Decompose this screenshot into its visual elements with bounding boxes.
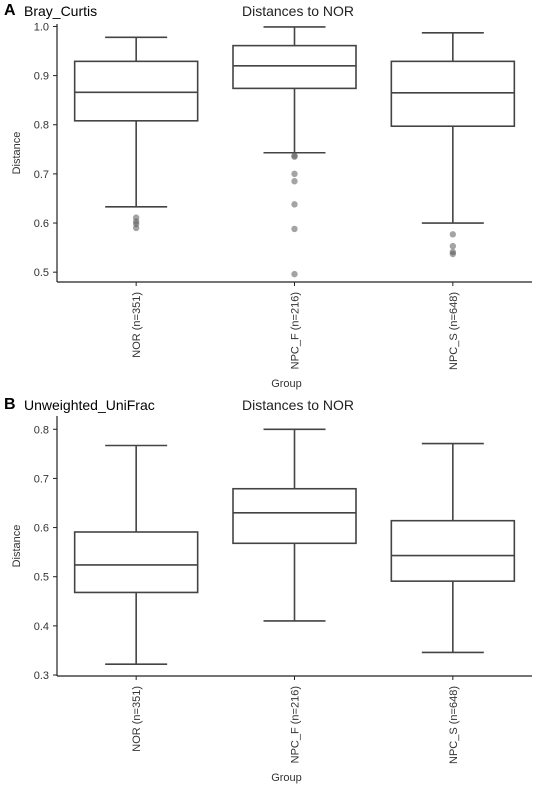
x-axis-label: Group: [271, 378, 302, 390]
outlier-point: [449, 231, 457, 238]
x-tick-label: NPC_S (n=648): [448, 686, 460, 764]
box-iqr: [73, 531, 199, 594]
outlier-point: [291, 178, 298, 185]
x-tick-label: NPC_F (n=216): [290, 686, 302, 763]
outlier-point: [291, 170, 298, 178]
box-iqr: [232, 44, 357, 90]
y-axis-label: Distance: [11, 132, 23, 175]
box-iqr: [232, 487, 357, 545]
panel-a: A Bray_Curtis Distances to NOR 0.5 0.6 0.7…: [4, 2, 532, 390]
y-tick-label: 0.4: [34, 621, 49, 633]
outlier-point: [291, 270, 298, 278]
y-axis-label: Distance: [11, 525, 23, 568]
outlier-point: [291, 225, 298, 233]
boxplot-chart: 0.5 0.6 0.7 0.8 0.9 1.0 Distance NOR (n=351) NPC…: [11, 21, 532, 390]
panel-b: B Unweighted_UniFrac Distances to NOR 0.…: [0, 394, 536, 787]
metric-name: Bray_Curtis: [24, 3, 98, 19]
y-tick-label: 0.3: [34, 670, 49, 682]
y-tick-label: 0.6: [34, 218, 49, 230]
x-tick-label: NPC_S (n=648): [448, 292, 460, 370]
chart-title: Distances to NOR: [241, 397, 355, 413]
x-tick-label: NOR (n=351): [131, 686, 143, 752]
outlier-point: [132, 224, 140, 232]
y-tick-label: 1.0: [34, 21, 49, 33]
panel-letter: A: [4, 2, 16, 19]
outlier-point: [449, 242, 457, 250]
outlier-point: [291, 153, 298, 160]
boxplot-chart: 0.3 0.4 0.5 0.6 0.7 0.8 Distance NOR (n=351) NPC…: [11, 416, 532, 784]
box-iqr: [390, 60, 516, 128]
x-tick-label: NPC_F (n=216): [290, 292, 302, 369]
y-tick-label: 0.6: [34, 523, 49, 535]
y-tick-label: 0.5: [34, 267, 49, 279]
panel-letter: B: [4, 396, 16, 413]
y-tick-label: 0.8: [34, 120, 49, 132]
box-iqr: [73, 60, 199, 122]
box-iqr: [390, 519, 516, 582]
y-tick-label: 0.5: [34, 572, 49, 584]
outlier-point: [449, 250, 457, 258]
y-tick-label: 0.7: [34, 473, 49, 485]
y-tick-label: 0.7: [34, 169, 49, 181]
x-tick-label: NOR (n=351): [131, 292, 143, 358]
y-tick-label: 0.8: [34, 424, 49, 436]
outlier-point: [291, 201, 298, 208]
chart-title: Distances to NOR: [241, 3, 355, 19]
metric-name: Unweighted_UniFrac: [24, 397, 155, 413]
y-tick-label: 0.9: [34, 71, 49, 83]
x-axis-label: Group: [271, 772, 302, 784]
